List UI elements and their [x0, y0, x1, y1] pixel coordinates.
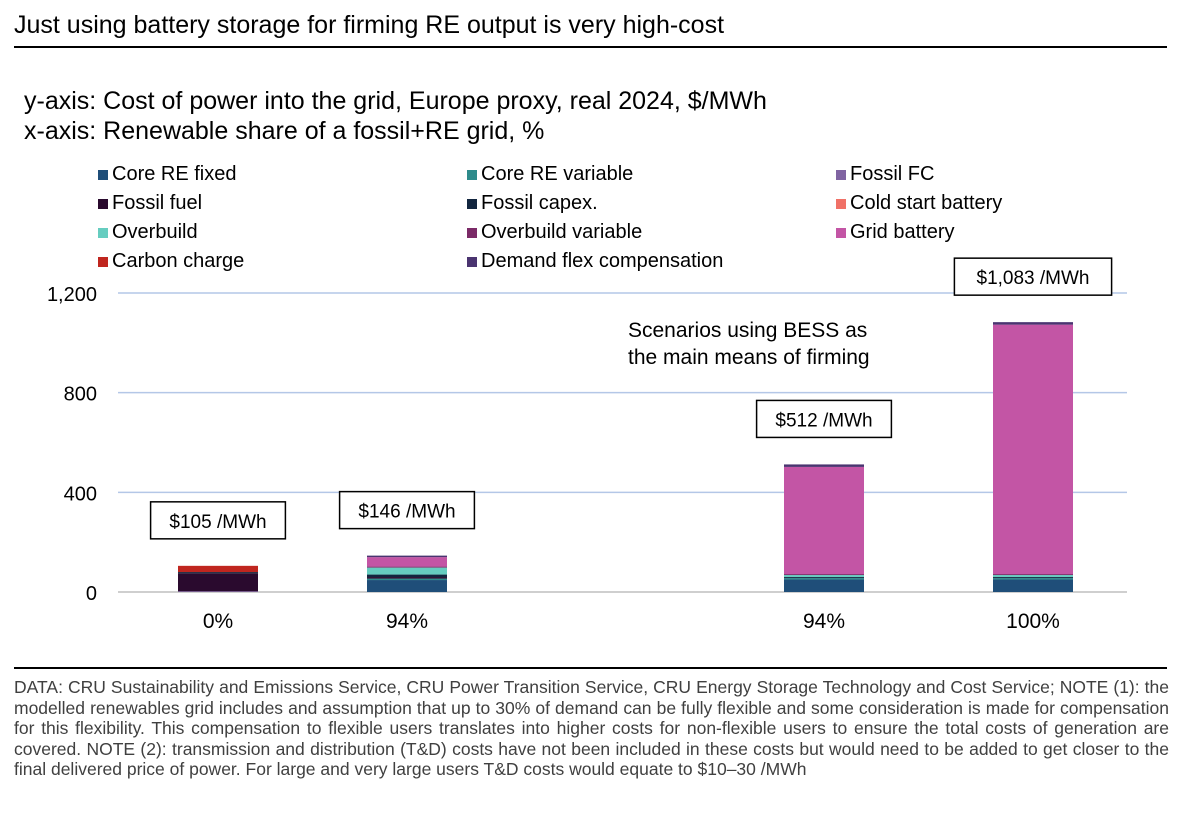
legend-swatch	[836, 169, 846, 180]
bar-segment	[784, 577, 864, 579]
legend-item: Overbuild	[98, 221, 198, 244]
total-label: $1,083 /MWh	[977, 268, 1090, 289]
legend-swatch	[467, 256, 477, 267]
bar-segment	[784, 466, 864, 575]
x-axis-description: x-axis: Renewable share of a fossil+RE g…	[24, 117, 545, 145]
bar-segment	[993, 575, 1073, 578]
legend-swatch	[467, 169, 477, 180]
x-tick-label: 94%	[803, 610, 845, 633]
bar-segment	[993, 322, 1073, 325]
y-tick-label: 400	[64, 483, 97, 505]
total-label-box	[338, 490, 476, 530]
y-tick-label: 1,200	[47, 284, 97, 306]
legend-swatch	[98, 198, 108, 209]
bar-segment	[784, 578, 864, 580]
source-note: DATA: CRU Sustainability and Emissions S…	[14, 677, 1169, 779]
bar-segment	[367, 555, 447, 558]
legend-item: Fossil capex.	[467, 192, 598, 215]
legend-swatch	[98, 256, 108, 267]
legend-item: Fossil fuel	[98, 192, 202, 215]
legend-item: Core RE variable	[467, 163, 633, 186]
chart-title: Just using battery storage for firming R…	[14, 11, 725, 39]
legend-item: Grid battery	[836, 221, 954, 244]
y-tick-label: 0	[86, 583, 97, 605]
legend-label: Fossil FC	[850, 163, 935, 185]
legend-label: Core RE variable	[481, 163, 634, 185]
total-label-box	[953, 257, 1113, 296]
y-axis-description: y-axis: Cost of power into the grid, Eur…	[24, 87, 767, 115]
total-label-box	[149, 501, 287, 540]
bar-segment	[784, 579, 864, 592]
bar-segment	[784, 575, 864, 578]
bar-segment	[993, 577, 1073, 579]
legend-label: Overbuild variable	[481, 221, 643, 243]
legend-swatch	[467, 227, 477, 238]
bar-segment	[367, 567, 447, 575]
annotation-line: Scenarios using BESS as	[628, 319, 867, 342]
legend-item: Cold start battery	[836, 192, 1002, 215]
bar-segment	[178, 565, 258, 573]
legend-swatch	[836, 198, 846, 209]
legend-label: Fossil capex.	[481, 192, 598, 214]
bar-segment	[367, 566, 447, 568]
legend-swatch	[467, 198, 477, 209]
legend-label: Demand flex compensation	[481, 250, 724, 272]
annotation-line: the main means of firming	[628, 346, 870, 369]
legend-label: Core RE fixed	[112, 163, 237, 185]
bar-segment	[367, 577, 447, 579]
bar-segment	[784, 464, 864, 467]
bar-segment	[367, 578, 447, 581]
legend-label: Carbon charge	[112, 250, 245, 272]
bar-segment	[784, 574, 864, 576]
footer-rule	[14, 667, 1167, 669]
bar-segment	[178, 572, 258, 574]
total-label-box	[755, 399, 893, 439]
legend-item: Fossil FC	[836, 163, 934, 186]
legend-label: Grid battery	[850, 221, 955, 243]
legend-swatch	[836, 227, 846, 238]
bar-segment	[367, 580, 447, 592]
total-label: $105 /MWh	[169, 512, 266, 533]
bar-segment	[367, 557, 447, 567]
legend-label: Fossil fuel	[112, 192, 203, 214]
bar-segment	[178, 573, 258, 592]
x-tick-label: 94%	[386, 610, 428, 633]
bar-segment	[178, 591, 258, 592]
legend-label: Cold start battery	[850, 192, 1003, 214]
x-tick-label: 100%	[1006, 610, 1060, 633]
legend-item: Carbon charge	[98, 250, 244, 273]
bar-segment	[993, 574, 1073, 576]
legend-item: Core RE fixed	[98, 163, 237, 186]
x-tick-label: 0%	[203, 610, 233, 633]
bar-segment	[993, 578, 1073, 580]
legend-item: Overbuild variable	[467, 221, 642, 244]
bar-segment	[367, 574, 447, 578]
legend-item: Demand flex compensation	[467, 250, 723, 273]
legend-label: Overbuild	[112, 221, 198, 243]
title-rule	[14, 46, 1167, 48]
total-label: $146 /MWh	[358, 502, 455, 523]
bar-segment	[993, 579, 1073, 592]
y-tick-label: 800	[64, 384, 97, 406]
legend-swatch	[98, 169, 108, 180]
bar-segment	[993, 324, 1073, 575]
total-label: $512 /MWh	[775, 410, 872, 431]
legend-swatch	[98, 227, 108, 238]
